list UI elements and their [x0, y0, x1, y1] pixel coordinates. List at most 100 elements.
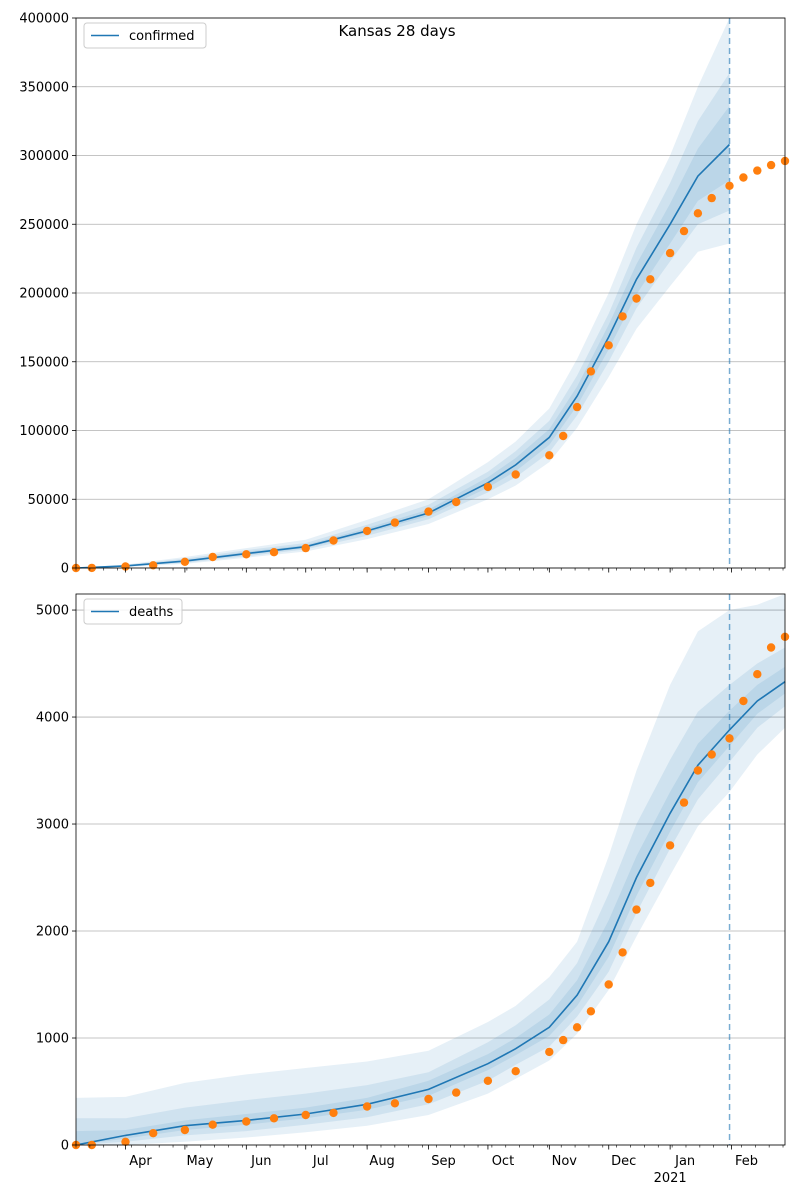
x-tick-label: May — [186, 1154, 213, 1169]
data-point — [545, 1047, 554, 1057]
data-point — [362, 526, 372, 536]
figure-title: Kansas 28 days — [338, 22, 455, 40]
x-tick-label: Sep — [431, 1154, 456, 1169]
y-tick-label: 50000 — [28, 493, 69, 508]
data-point — [511, 470, 520, 479]
data-point — [725, 181, 734, 190]
data-point — [766, 643, 776, 652]
data-point — [707, 750, 716, 759]
data-point — [180, 557, 190, 566]
y-tick-label: 0 — [61, 1139, 69, 1154]
uncertainty-band — [76, 18, 730, 568]
data-point — [739, 173, 748, 182]
x-year-label: 2021 — [654, 1171, 687, 1186]
data-point — [559, 1035, 568, 1045]
y-tick-label: 2000 — [36, 925, 69, 940]
y-tick-label: 150000 — [19, 355, 69, 370]
data-point — [424, 507, 433, 516]
y-tick-label: 200000 — [19, 287, 69, 302]
legend-box — [83, 598, 183, 625]
x-tick-label: Jan — [674, 1154, 695, 1169]
data-point — [618, 948, 627, 957]
y-tick-label: 100000 — [19, 424, 69, 439]
data-point — [180, 1125, 190, 1135]
data-point — [572, 1023, 582, 1032]
y-tick-label: 4000 — [36, 711, 69, 726]
legend: confirmed — [83, 22, 207, 49]
y-tick-label: 300000 — [19, 149, 69, 164]
data-point — [679, 798, 689, 807]
data-point — [208, 552, 217, 562]
data-point — [362, 1102, 372, 1111]
data-point — [329, 536, 338, 545]
x-tick-label: Aug — [369, 1154, 394, 1169]
confirmed-panel: 0 50000 100000 150000 200000 250000 300000 3500… — [19, 12, 790, 577]
y-tick-label: 3000 — [36, 818, 69, 833]
data-point — [693, 209, 703, 218]
data-point — [242, 550, 251, 559]
y-tick-label: 0 — [61, 562, 69, 577]
data-point — [269, 548, 279, 557]
data-point — [632, 294, 641, 303]
x-tick-label: Apr — [129, 1154, 152, 1169]
uncertainty-band — [76, 647, 785, 1145]
data-point — [618, 312, 627, 321]
data-point — [483, 482, 493, 492]
data-point — [753, 670, 762, 679]
data-point — [604, 980, 613, 989]
data-point — [739, 696, 748, 706]
data-point — [559, 431, 568, 441]
data-point — [121, 562, 130, 571]
x-tick-label: Jul — [312, 1154, 329, 1169]
y-tick-label: 250000 — [19, 218, 69, 233]
y-tick-label: 350000 — [19, 80, 69, 95]
y-tick-label: 5000 — [36, 604, 69, 619]
data-point — [753, 166, 762, 175]
data-point — [665, 248, 675, 258]
data-point — [646, 275, 655, 284]
data-point — [632, 905, 641, 914]
legend-box — [83, 22, 207, 49]
y-tick-label: 400000 — [19, 12, 69, 27]
data-point — [572, 402, 582, 412]
x-tick-label: Oct — [492, 1154, 514, 1169]
data-point — [149, 561, 158, 570]
data-point — [149, 1129, 158, 1138]
legend-label: confirmed — [129, 29, 195, 44]
data-point — [208, 1120, 217, 1129]
data-point — [665, 841, 675, 850]
data-point — [390, 518, 400, 527]
data-point — [121, 1137, 130, 1147]
uncertainty-band — [76, 594, 785, 1145]
data-point — [242, 1117, 251, 1126]
data-point — [725, 734, 734, 743]
data-point — [586, 367, 596, 376]
data-point — [424, 1094, 433, 1104]
x-tick-label: Dec — [611, 1154, 636, 1169]
deaths-panel: 0 1000 2000 3000 4000 5000 Apr May Jun Jul Aug Sep O… — [36, 593, 790, 1186]
data-point — [301, 1110, 310, 1120]
data-point — [646, 878, 655, 888]
data-point — [483, 1076, 493, 1086]
x-tick-label: Nov — [552, 1154, 578, 1169]
data-point — [766, 160, 776, 170]
legend: deaths — [83, 598, 183, 625]
data-point — [301, 543, 310, 553]
series-line-deaths — [75, 681, 786, 1146]
data-point — [679, 226, 689, 236]
data-point — [452, 1088, 461, 1097]
x-tick-label: Feb — [735, 1154, 758, 1169]
data-point — [329, 1108, 338, 1118]
data-point — [452, 497, 461, 507]
data-point — [693, 766, 703, 775]
y-tick-label: 1000 — [36, 1032, 69, 1047]
data-point — [545, 451, 554, 460]
x-tick-label: Jun — [250, 1154, 271, 1169]
axes-frame — [75, 593, 786, 1146]
legend-label: deaths — [129, 605, 174, 620]
data-point — [511, 1067, 520, 1076]
data-point — [586, 1007, 596, 1016]
data-point — [707, 193, 716, 203]
data-point — [390, 1099, 400, 1108]
